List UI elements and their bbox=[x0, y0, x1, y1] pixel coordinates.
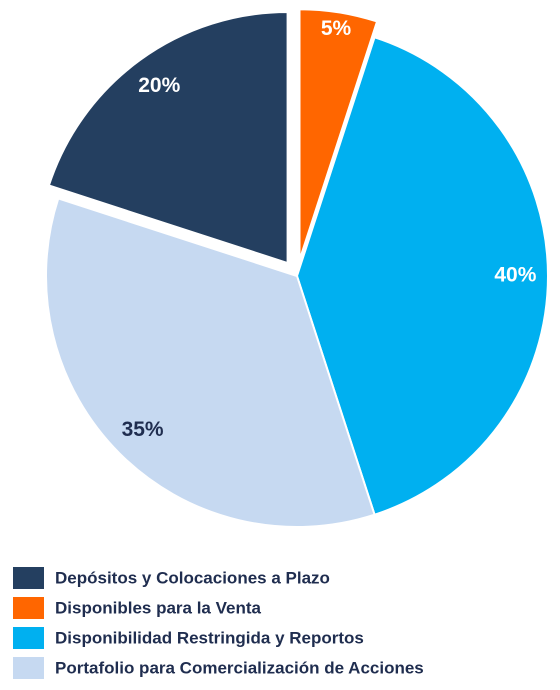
legend-swatch bbox=[13, 627, 44, 649]
legend-label: Depósitos y Colocaciones a Plazo bbox=[55, 568, 330, 587]
slice-label: 35% bbox=[122, 418, 164, 441]
pie-slice bbox=[295, 36, 549, 516]
legend-swatch bbox=[13, 657, 44, 679]
legend-swatch bbox=[13, 567, 44, 589]
legend-label: Disponibilidad Restringida y Reportos bbox=[55, 628, 364, 647]
pie-slice bbox=[298, 8, 379, 261]
legend-label: Disponibles para la Venta bbox=[55, 598, 262, 617]
slice-label: 40% bbox=[494, 264, 536, 287]
pie-slice bbox=[45, 197, 376, 528]
slice-label: 20% bbox=[138, 74, 180, 97]
legend-swatch bbox=[13, 597, 44, 619]
legend-label: Portafolio para Comercialización de Acci… bbox=[55, 658, 424, 677]
slice-label: 5% bbox=[321, 17, 352, 40]
pie-slice bbox=[47, 11, 289, 265]
